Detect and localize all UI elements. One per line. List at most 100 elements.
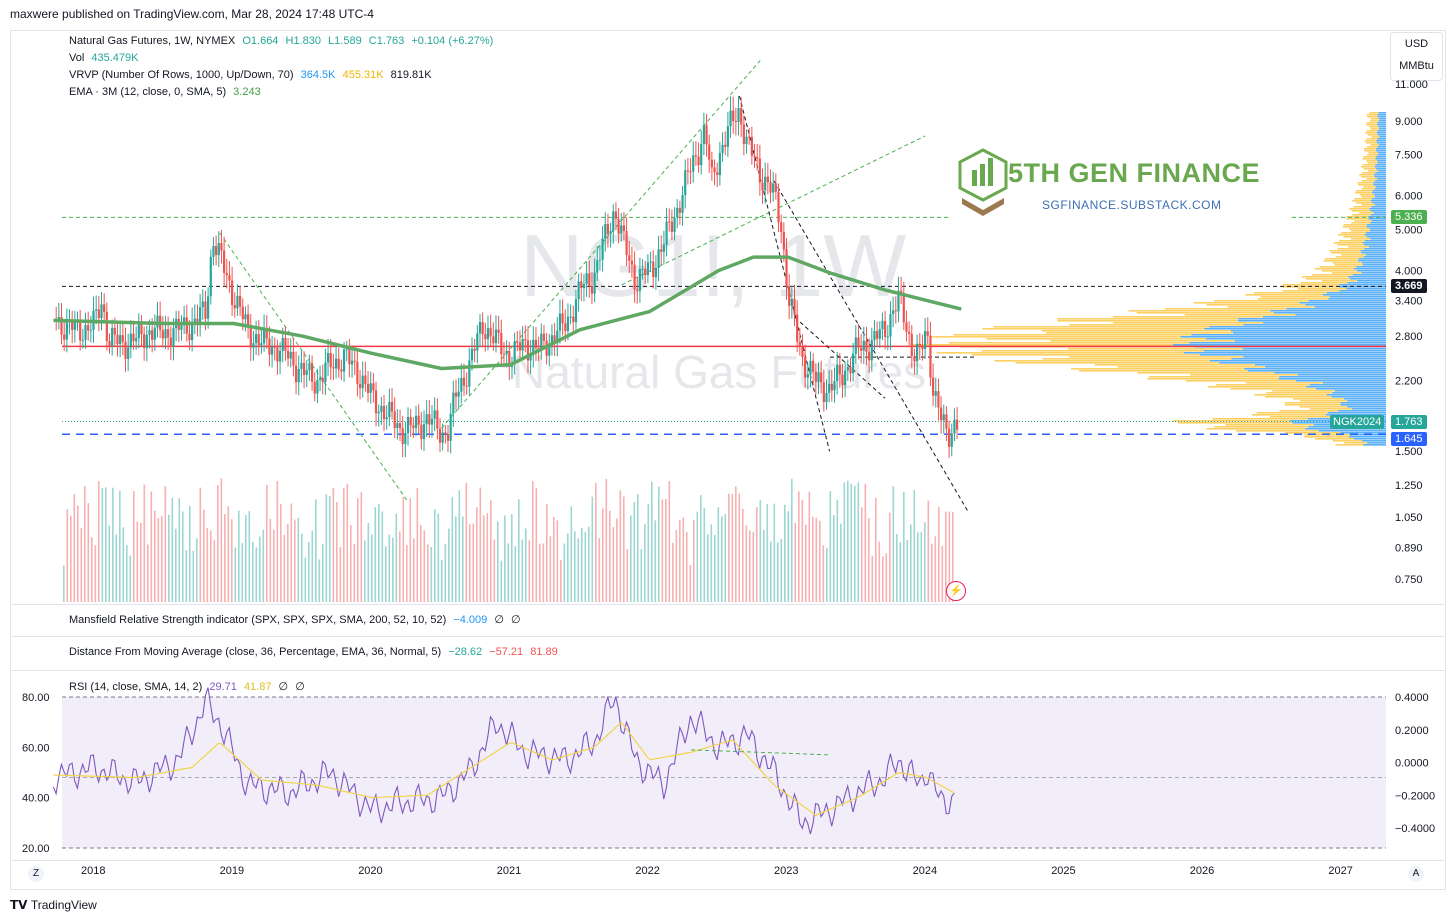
vrvp-down-bar [1335, 444, 1364, 446]
vrvp-down-bar [1366, 146, 1378, 148]
candle-body [89, 329, 92, 331]
vrvp-up-bar [1309, 384, 1386, 386]
y-tick-label: 0.750 [1395, 574, 1423, 586]
candle-body [441, 432, 444, 443]
vrvp-down-bar [1147, 378, 1279, 380]
vrvp-down-bar [953, 334, 1192, 336]
vrvp-up-bar [1286, 308, 1386, 310]
vrvp-down-bar [1305, 278, 1350, 280]
candle-body [902, 294, 905, 323]
unit-selector[interactable]: USD MMBtu [1390, 32, 1443, 81]
lightning-icon[interactable]: ⚡ [946, 581, 966, 601]
candle-body [838, 364, 841, 375]
vrvp-down-bar [1366, 142, 1378, 144]
vrvp-up-bar [1371, 206, 1386, 208]
volume-bar [738, 493, 741, 602]
vrvp-down-bar [1346, 216, 1369, 218]
vrvp-up-bar [1360, 250, 1386, 252]
vrvp-up-bar [1369, 228, 1386, 230]
rsi-chart[interactable]: 80.00 60.00 40.00 20.00 0.4000 0.2000 0.0000 −0… [0, 671, 1456, 861]
vrvp-up-bar [1370, 214, 1386, 216]
candle-body [806, 374, 809, 378]
vrvp-down-bar [1112, 316, 1264, 318]
price-label-1645: 1.645 [1391, 432, 1427, 446]
vrvp-up-bar [1370, 200, 1386, 202]
vrvp-up-bar [1230, 330, 1386, 332]
candle-body [326, 353, 330, 363]
candle-body [180, 325, 183, 330]
volume-bar [654, 520, 657, 602]
candle-body [580, 281, 583, 288]
volume-bar [721, 516, 723, 602]
candle-body [857, 337, 860, 348]
candle-body [796, 314, 799, 342]
volume-bar [294, 519, 296, 602]
volume-bar [234, 547, 237, 602]
vrvp-down-bar [1269, 416, 1334, 418]
volume-bar [752, 531, 755, 602]
candle-body [862, 340, 865, 351]
candle-body [444, 432, 447, 435]
footer-brand-text: TradingView [30, 898, 97, 912]
volume-bar [598, 538, 601, 602]
candle-body [809, 360, 812, 375]
volume-bar [448, 528, 450, 602]
price-chart[interactable]: 11.000 9.000 7.500 6.000 5.000 4.000 3.400 2.80… [0, 0, 1456, 605]
rsi-ma-line [53, 721, 955, 816]
volume-bar [644, 524, 646, 602]
candle-body [830, 383, 833, 391]
vrvp-down-bar [1265, 396, 1332, 398]
candle-body [774, 183, 777, 192]
candle-body [233, 304, 236, 309]
vrvp-down-bar [1337, 248, 1365, 250]
vrvp-down-bar [1330, 252, 1362, 254]
mansfield-label: Mansfield Relative Strength indicator (S… [69, 614, 447, 626]
candle-body [276, 347, 279, 362]
candle-body [119, 335, 122, 345]
volume-bar [213, 540, 216, 602]
volume-bar [602, 508, 604, 602]
volume-bar [143, 484, 146, 602]
rsi-empty-1: ∅ [278, 681, 289, 693]
volume-bar [70, 515, 72, 602]
candle-body [798, 341, 801, 348]
vrvp-up-bar [1370, 210, 1386, 212]
rsi-y-tick: 20.00 [22, 843, 50, 855]
pane-separator[interactable] [10, 670, 1446, 671]
rsi-legend: RSI (14, close, SMA, 14, 2) 29.71 41.87 … [69, 680, 309, 693]
candle-body [769, 182, 772, 193]
vrvp-up-bar [1377, 134, 1386, 136]
candle-body [420, 424, 423, 440]
vrvp-up-bar [1339, 286, 1386, 288]
volume-bar [469, 524, 471, 602]
candle-body [465, 385, 468, 387]
y-tick-label: 6.000 [1395, 191, 1423, 203]
pane-separator[interactable] [10, 636, 1446, 637]
candle-body [204, 301, 207, 319]
trendline-black [794, 317, 886, 399]
volume-bar [777, 542, 779, 602]
ema-legend: EMA · 3M (12, close, 0, SMA, 5) 3.243 [69, 86, 265, 98]
vrvp-down-bar [1254, 394, 1327, 396]
candle-body [873, 330, 876, 341]
vrvp-down-bar [1367, 134, 1378, 136]
candle-body [582, 284, 586, 288]
volume-bar [217, 485, 219, 602]
pane-separator[interactable] [10, 604, 1446, 605]
candle-body [215, 245, 218, 256]
candle-body [628, 255, 631, 261]
vrvp-up-bar [1375, 168, 1386, 170]
vrvp-up-bar [1349, 436, 1386, 438]
auto-scale-icon[interactable]: A [1408, 866, 1424, 882]
zoom-z-icon[interactable]: Z [28, 866, 44, 882]
vrvp-down-bar [1362, 172, 1376, 174]
volume-bar [833, 515, 835, 602]
vrvp-up-bar [1377, 124, 1386, 126]
candle-body [446, 434, 450, 441]
trendline-green [621, 135, 926, 286]
candle-body [828, 383, 831, 393]
vrvp-down-bar [1329, 250, 1361, 252]
vrvp-down-bar [1368, 152, 1379, 154]
candle-body [145, 334, 148, 348]
ohlc-high: H1.830 [285, 35, 321, 47]
